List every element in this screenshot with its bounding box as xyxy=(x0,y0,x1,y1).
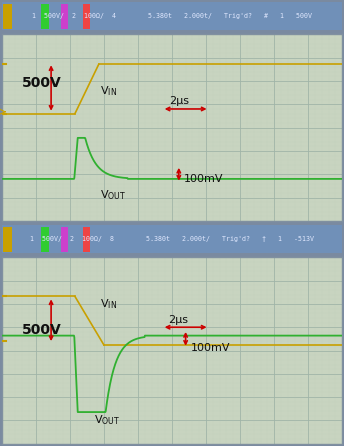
Text: V$_\mathrm{IN}$: V$_\mathrm{IN}$ xyxy=(100,297,118,311)
Text: 500V: 500V xyxy=(22,75,62,90)
Text: 1  500V/  2  100Ω/  4        5.380t   2.000t/   Trig'd?   #   1   500V: 1 500V/ 2 100Ω/ 4 5.380t 2.000t/ Trig'd?… xyxy=(32,13,312,19)
Text: V$_\mathrm{IN}$: V$_\mathrm{IN}$ xyxy=(100,84,118,98)
Text: 2μs: 2μs xyxy=(169,315,189,326)
Text: 100mV: 100mV xyxy=(191,343,230,352)
Bar xyxy=(41,227,50,252)
Text: 1  500V/  2  100Ω/  8        5.380t   2.000t/   Trig'd?   †   1   -513V: 1 500V/ 2 100Ω/ 8 5.380t 2.000t/ Trig'd?… xyxy=(30,236,314,242)
Bar xyxy=(41,4,50,29)
Text: 100mV: 100mV xyxy=(184,173,223,184)
Bar xyxy=(3,4,12,29)
Bar xyxy=(3,227,12,252)
Bar xyxy=(84,227,90,252)
Bar xyxy=(61,4,68,29)
Text: 500V: 500V xyxy=(22,323,62,337)
Text: 2μs: 2μs xyxy=(170,96,190,106)
Text: V$_\mathrm{OUT}$: V$_\mathrm{OUT}$ xyxy=(100,189,127,202)
Text: V$_\mathrm{OUT}$: V$_\mathrm{OUT}$ xyxy=(94,413,120,427)
Bar xyxy=(61,227,68,252)
Bar xyxy=(84,4,90,29)
